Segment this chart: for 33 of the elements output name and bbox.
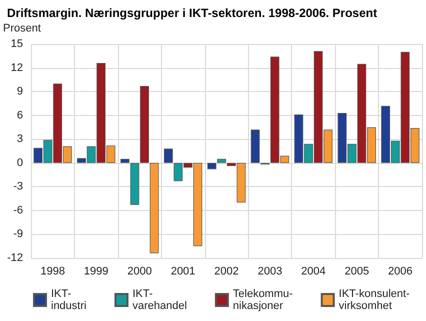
x-tick-label: 2000 <box>127 266 152 278</box>
x-tick-label: 2006 <box>388 266 413 278</box>
bar <box>164 148 173 163</box>
y-tick-label: 15 <box>10 38 23 50</box>
x-tick-label: 2004 <box>301 266 326 278</box>
legend-label: Telekommu-nikasjoner <box>232 288 294 312</box>
y-tick-label: -9 <box>13 228 23 240</box>
x-tick-label: 2002 <box>214 266 239 278</box>
x-tick-label: 1998 <box>40 266 65 278</box>
x-tick-label: 2005 <box>344 266 370 278</box>
bar <box>120 158 130 163</box>
bar <box>130 162 140 205</box>
y-tick-label: 6 <box>16 109 23 122</box>
chart-title: Driftsmargin. Næringsgrupper i IKT-sektoren. 1998-2006. Prosent <box>7 6 378 20</box>
y-tick-label: 12 <box>10 62 23 74</box>
y-tick-label: 0 <box>16 156 23 169</box>
legend-label: IKT-industri <box>51 288 86 312</box>
bar <box>207 162 216 170</box>
legend-label: IKT-varehandel <box>132 288 187 312</box>
x-tick-label: 2003 <box>258 266 282 278</box>
bar <box>250 130 260 163</box>
bar <box>217 158 226 163</box>
y-axis-title: Prosent <box>3 22 41 34</box>
y-tick-label: -6 <box>13 204 23 216</box>
x-tick-label: 1999 <box>84 266 108 278</box>
x-tick-label: 2001 <box>170 266 196 278</box>
bar <box>150 162 159 254</box>
y-tick-label: -3 <box>13 180 23 193</box>
y-tick-label: -12 <box>7 252 23 264</box>
bar <box>140 86 149 163</box>
legend-label: IKT-konsulent-virksomhet <box>338 288 410 312</box>
y-tick-label: 9 <box>16 86 23 98</box>
y-tick-label: 3 <box>16 133 23 146</box>
